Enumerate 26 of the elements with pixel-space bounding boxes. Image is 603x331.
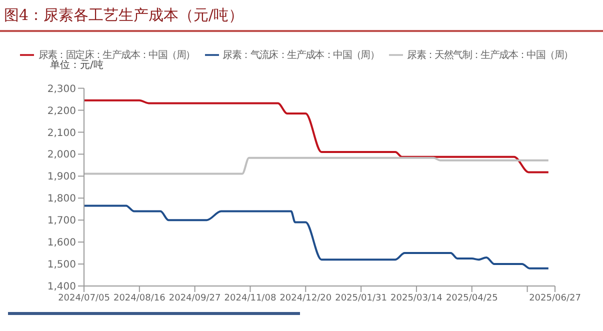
y-tick-label: 1,600 (47, 238, 76, 249)
legend-label: 尿素：天然气制：生产成本：中国（周） (407, 50, 573, 61)
x-tick-label: 2025/01/31 (335, 293, 387, 304)
x-tick-label: 2025/06/27 (529, 293, 581, 304)
legend-label: 尿素：固定床：生产成本：中国（周） (38, 50, 195, 61)
x-tick-label: 2024/11/08 (224, 293, 276, 304)
y-tick-label: 2,300 (47, 84, 76, 95)
y-tick-label: 1,900 (47, 172, 76, 183)
x-tick-label: 2024/12/20 (280, 293, 332, 304)
x-tick-label: 2024/08/16 (113, 293, 166, 304)
y-axis-title: 单位：元/吨 (50, 60, 104, 72)
line-series (84, 99, 550, 174)
y-tick-label: 2,100 (47, 128, 76, 139)
y-tick-label: 2,000 (47, 150, 76, 161)
x-tick-label: 2025/03/14 (390, 293, 443, 304)
x-tick-label: 2025/04/25 (446, 293, 498, 304)
y-tick-label: 2,200 (47, 106, 76, 117)
y-tick-label: 1,700 (47, 216, 76, 227)
y-tick-label: 1,500 (47, 260, 76, 271)
legend-label: 尿素：气流床：生产成本：中国（周） (222, 50, 380, 61)
x-tick-label: 2024/07/05 (58, 293, 110, 304)
x-tick-label: 2024/09/27 (168, 293, 221, 304)
line-series (84, 204, 550, 270)
y-tick-label: 1,800 (47, 194, 76, 205)
chart-title: 图4：尿素各工艺生产成本（元/吨） (0, 0, 603, 32)
y-tick-label: 1,400 (47, 282, 76, 293)
